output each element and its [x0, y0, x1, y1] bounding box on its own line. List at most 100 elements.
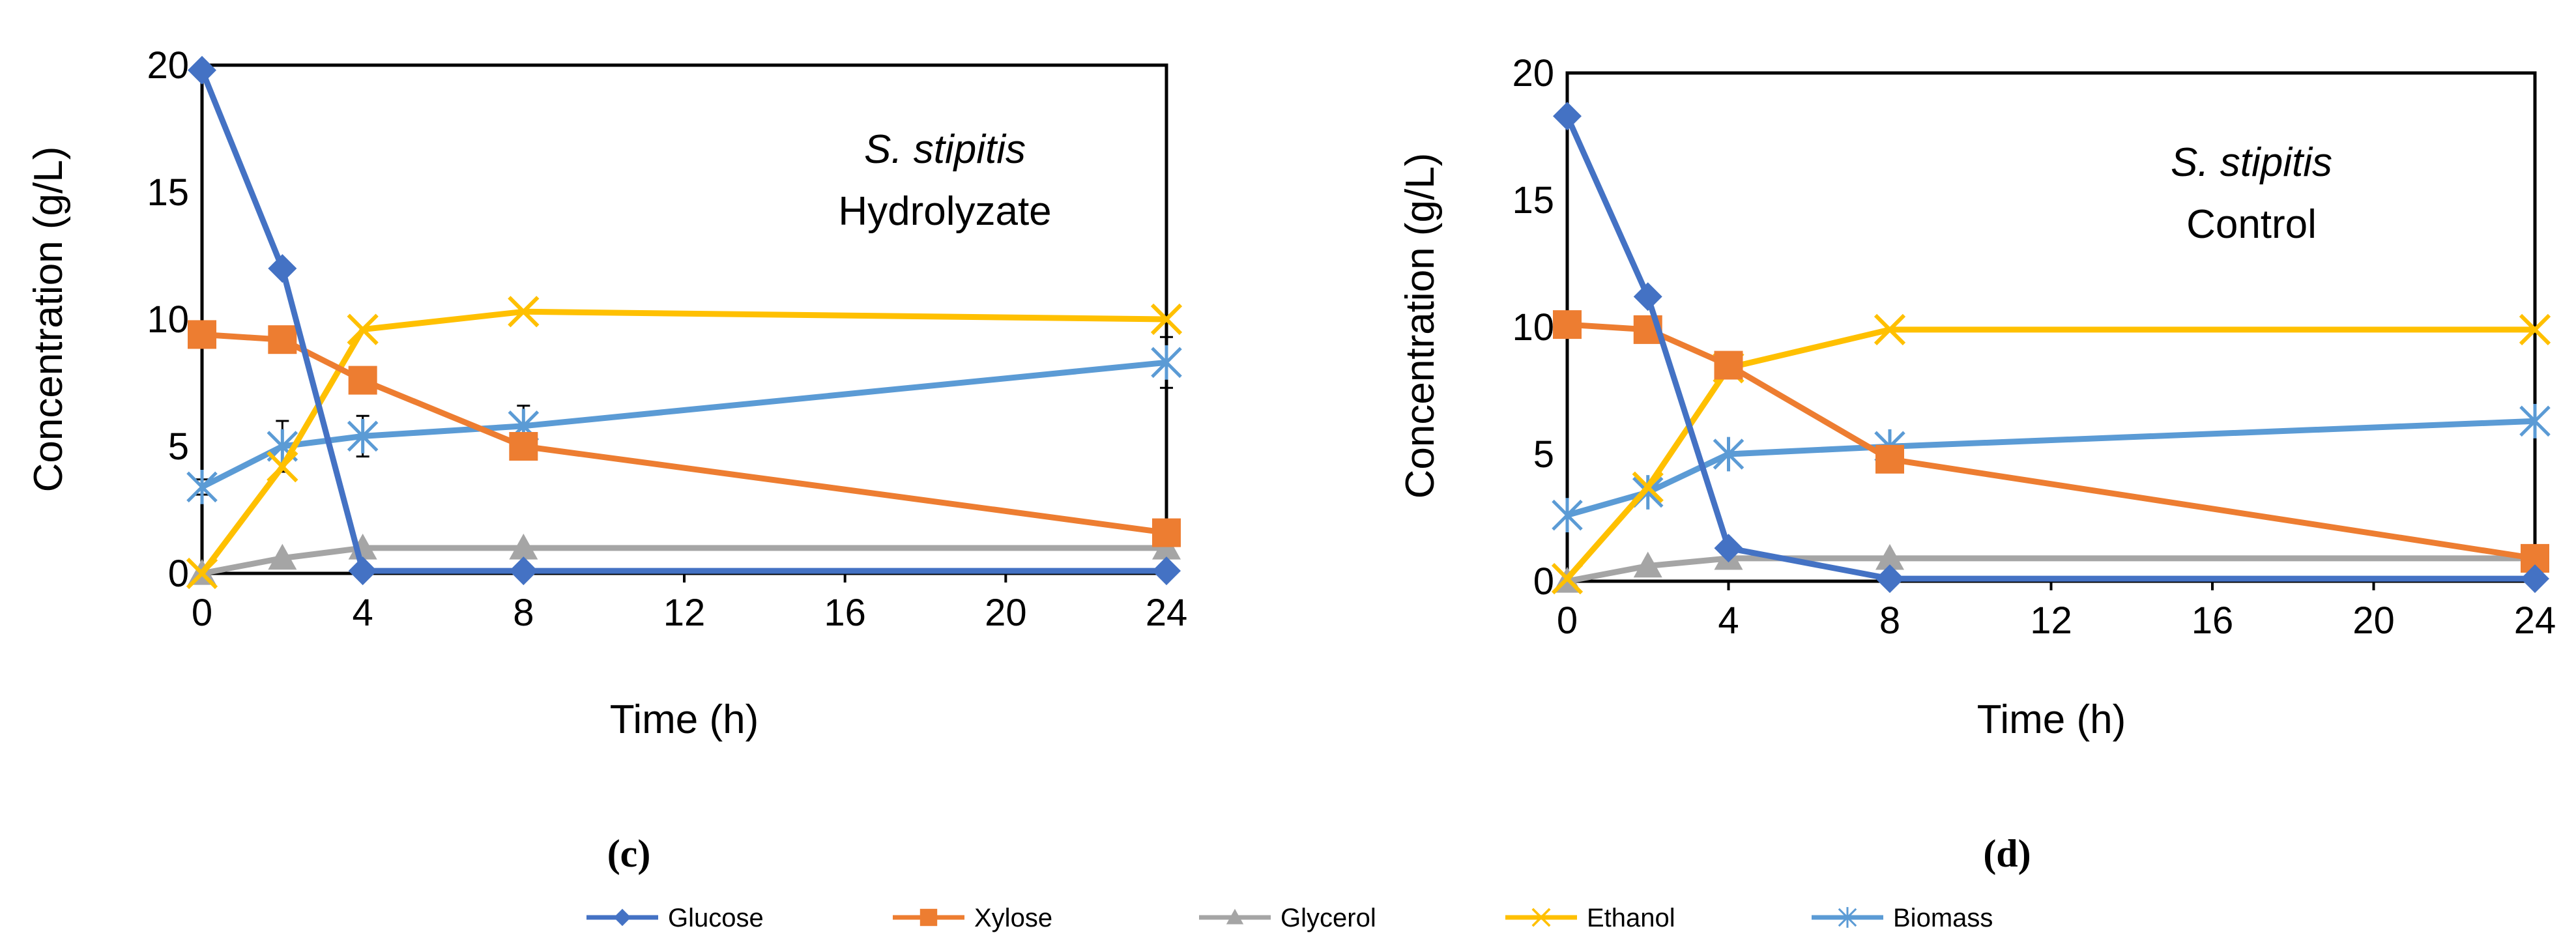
- xlabel-c: Time (h): [610, 697, 759, 742]
- panel-label-d: (d): [1983, 832, 2031, 875]
- point-biomass-d-4: [1713, 437, 1744, 472]
- legend-marker-biomass: [1838, 907, 1857, 928]
- point-xylose-d-4: [1714, 351, 1743, 380]
- point-glycerol-c-8: [509, 534, 538, 560]
- point-xylose-c-0: [188, 320, 216, 349]
- annotation-condition-d: Control: [2186, 202, 2317, 247]
- legend-marker-ethanol: [1531, 908, 1551, 927]
- point-xylose-c-2: [268, 325, 297, 354]
- point-glucose-d-8: [1875, 564, 1904, 594]
- point-glucose-c-0: [188, 55, 216, 85]
- legend-label-ethanol: Ethanol: [1587, 904, 1675, 932]
- legend-item-biomass: Biomass: [1812, 904, 1993, 932]
- legend-label-biomass: Biomass: [1893, 904, 1993, 932]
- ytick-label-c-15: 15: [147, 171, 189, 214]
- point-glucose-c-8: [509, 556, 538, 586]
- xtick-label-d-24: 24: [2514, 599, 2556, 642]
- legend-marker-glycerol: [1226, 908, 1244, 925]
- panel-label-c: (c): [607, 832, 651, 875]
- xtick-label-c-12: 12: [663, 592, 706, 634]
- point-ethanol-c-0: [186, 557, 218, 590]
- series-xylose-c: [188, 320, 1181, 547]
- annotation-organism-c: S. stipitis: [864, 127, 1026, 172]
- point-glucose-d-2: [1633, 282, 1662, 311]
- xtick-label-d-4: 4: [1718, 599, 1739, 642]
- point-ethanol-c-4: [347, 313, 379, 345]
- xtick-label-c-4: 4: [353, 592, 373, 634]
- point-ethanol-d-0: [1551, 562, 1584, 595]
- xtick-label-c-20: 20: [985, 592, 1027, 634]
- chart-panel-c: Concentration (g/L) Time (h) S. stipitis…: [26, 44, 1187, 875]
- ytick-label-c-10: 10: [147, 298, 189, 341]
- ytick-label-c-0: 0: [168, 553, 189, 595]
- series-biomass-d: [1552, 403, 2551, 532]
- xtick-label-d-12: 12: [2030, 599, 2072, 642]
- point-xylose-c-4: [348, 366, 377, 395]
- legend-item-glycerol: Glycerol: [1199, 904, 1376, 932]
- point-glycerol-c-2: [268, 543, 297, 570]
- point-glucose-c-24: [1152, 556, 1181, 586]
- line-ethanol-d: [1565, 326, 2535, 581]
- series-glucose-d: [1553, 102, 2549, 594]
- point-ethanol-d-2: [1632, 471, 1664, 503]
- chart-panel-d: Concentration (g/L) Time (h) S. stipitis…: [1398, 52, 2556, 875]
- legend-item-xylose: Xylose: [893, 904, 1052, 932]
- point-xylose-d-0: [1553, 310, 1582, 339]
- point-biomass-c-24: [1151, 345, 1182, 380]
- xtick-label-d-0: 0: [1557, 599, 1578, 642]
- point-xylose-c-24: [1152, 518, 1181, 547]
- point-glycerol-d-8: [1875, 543, 1904, 570]
- xtick-label-c-16: 16: [824, 592, 866, 634]
- xtick-label-d-20: 20: [2352, 599, 2395, 642]
- point-glucose-d-4: [1714, 534, 1743, 563]
- ytick-label-d-20: 20: [1512, 52, 1554, 94]
- ytick-label-d-15: 15: [1512, 179, 1554, 222]
- line-ethanol-c: [199, 308, 1167, 575]
- xtick-label-d-16: 16: [2192, 599, 2234, 642]
- point-biomass-d-24: [2519, 403, 2551, 439]
- ytick-label-d-5: 5: [1533, 433, 1554, 476]
- legend-item-glucose: Glucose: [586, 904, 764, 932]
- point-ethanol-c-2: [267, 451, 298, 483]
- point-glycerol-d-2: [1633, 551, 1662, 578]
- point-glucose-c-2: [268, 254, 297, 283]
- xtick-label-c-24: 24: [1146, 592, 1188, 634]
- point-ethanol-d-24: [2519, 313, 2551, 346]
- ytick-label-d-0: 0: [1533, 560, 1554, 603]
- legend-marker-glucose: [613, 908, 631, 927]
- point-xylose-c-8: [509, 432, 538, 461]
- legend-label-glucose: Glucose: [668, 904, 764, 932]
- legend: Glucose Xylose Glycerol Ethanol Biomass: [586, 904, 1993, 932]
- xtick-label-c-8: 8: [513, 592, 534, 634]
- xlabel-d: Time (h): [1977, 697, 2126, 742]
- ylabel-d: Concentration (g/L): [1398, 153, 1443, 499]
- legend-label-xylose: Xylose: [974, 904, 1052, 932]
- point-biomass-d-0: [1552, 498, 1583, 532]
- xtick-label-d-8: 8: [1879, 599, 1900, 642]
- point-biomass-c-4: [347, 419, 379, 453]
- series-glucose-c: [188, 55, 1181, 586]
- series-xylose-d: [1553, 310, 2549, 573]
- point-biomass-c-0: [186, 470, 218, 504]
- ytick-label-c-5: 5: [168, 425, 189, 468]
- point-glucose-c-4: [348, 556, 377, 586]
- point-xylose-d-8: [1875, 444, 1904, 474]
- point-glucose-d-0: [1553, 102, 1582, 131]
- ytick-label-d-10: 10: [1512, 306, 1554, 349]
- annotation-condition-c: Hydrolyzate: [838, 189, 1051, 234]
- xtick-label-c-0: 0: [192, 592, 212, 634]
- series-biomass-c: [186, 345, 1182, 504]
- series-ethanol-c: [186, 296, 1183, 590]
- annotation-organism-d: S. stipitis: [2171, 140, 2332, 185]
- point-ethanol-c-8: [508, 296, 540, 328]
- point-ethanol-c-24: [1150, 303, 1183, 336]
- ytick-label-c-20: 20: [147, 44, 189, 87]
- legend-marker-xylose: [919, 908, 938, 927]
- ylabel-c: Concentration (g/L): [26, 147, 71, 493]
- series-ethanol-d: [1551, 313, 2551, 595]
- point-ethanol-d-8: [1874, 313, 1906, 346]
- line-glucose-d: [1564, 115, 2535, 582]
- legend-item-ethanol: Ethanol: [1505, 904, 1675, 932]
- point-glucose-d-24: [2521, 564, 2549, 594]
